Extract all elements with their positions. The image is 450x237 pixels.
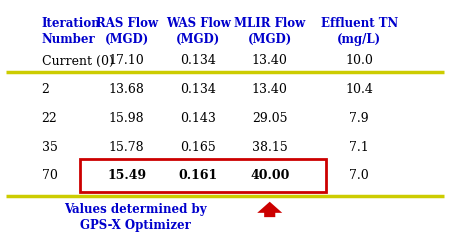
Text: 0.161: 0.161 [179,169,218,182]
Text: 7.1: 7.1 [349,141,369,154]
Text: 17.10: 17.10 [109,55,144,68]
Text: 7.0: 7.0 [349,169,369,182]
Text: WAS Flow
(MGD): WAS Flow (MGD) [166,17,230,46]
Text: 29.05: 29.05 [252,112,288,125]
Text: Iteration
Number: Iteration Number [42,17,100,46]
Text: 38.15: 38.15 [252,141,288,154]
Text: Effluent TN
(mg/L): Effluent TN (mg/L) [320,17,398,46]
Text: 0.165: 0.165 [180,141,216,154]
Text: 70: 70 [42,169,58,182]
Text: 15.78: 15.78 [109,141,144,154]
Text: 13.68: 13.68 [108,83,144,96]
Text: Current (0): Current (0) [42,55,113,68]
Text: 0.134: 0.134 [180,83,216,96]
Text: RAS Flow
(MGD): RAS Flow (MGD) [95,17,158,46]
Text: 10.0: 10.0 [345,55,373,68]
Text: MLIR Flow
(MGD): MLIR Flow (MGD) [234,17,306,46]
Text: 7.9: 7.9 [349,112,369,125]
Text: 13.40: 13.40 [252,83,288,96]
Text: 35: 35 [42,141,58,154]
Bar [80,159,326,192]
Text: 15.49: 15.49 [107,169,146,182]
Text: 13.40: 13.40 [252,55,288,68]
Text: 22: 22 [42,112,58,125]
Text: 0.134: 0.134 [180,55,216,68]
Text: 2: 2 [42,83,50,96]
Text: 10.4: 10.4 [345,83,373,96]
Text: 15.98: 15.98 [109,112,144,125]
Text: 0.143: 0.143 [180,112,216,125]
Text: Values determined by
GPS-X Optimizer: Values determined by GPS-X Optimizer [64,203,207,232]
Text: 40.00: 40.00 [250,169,289,182]
